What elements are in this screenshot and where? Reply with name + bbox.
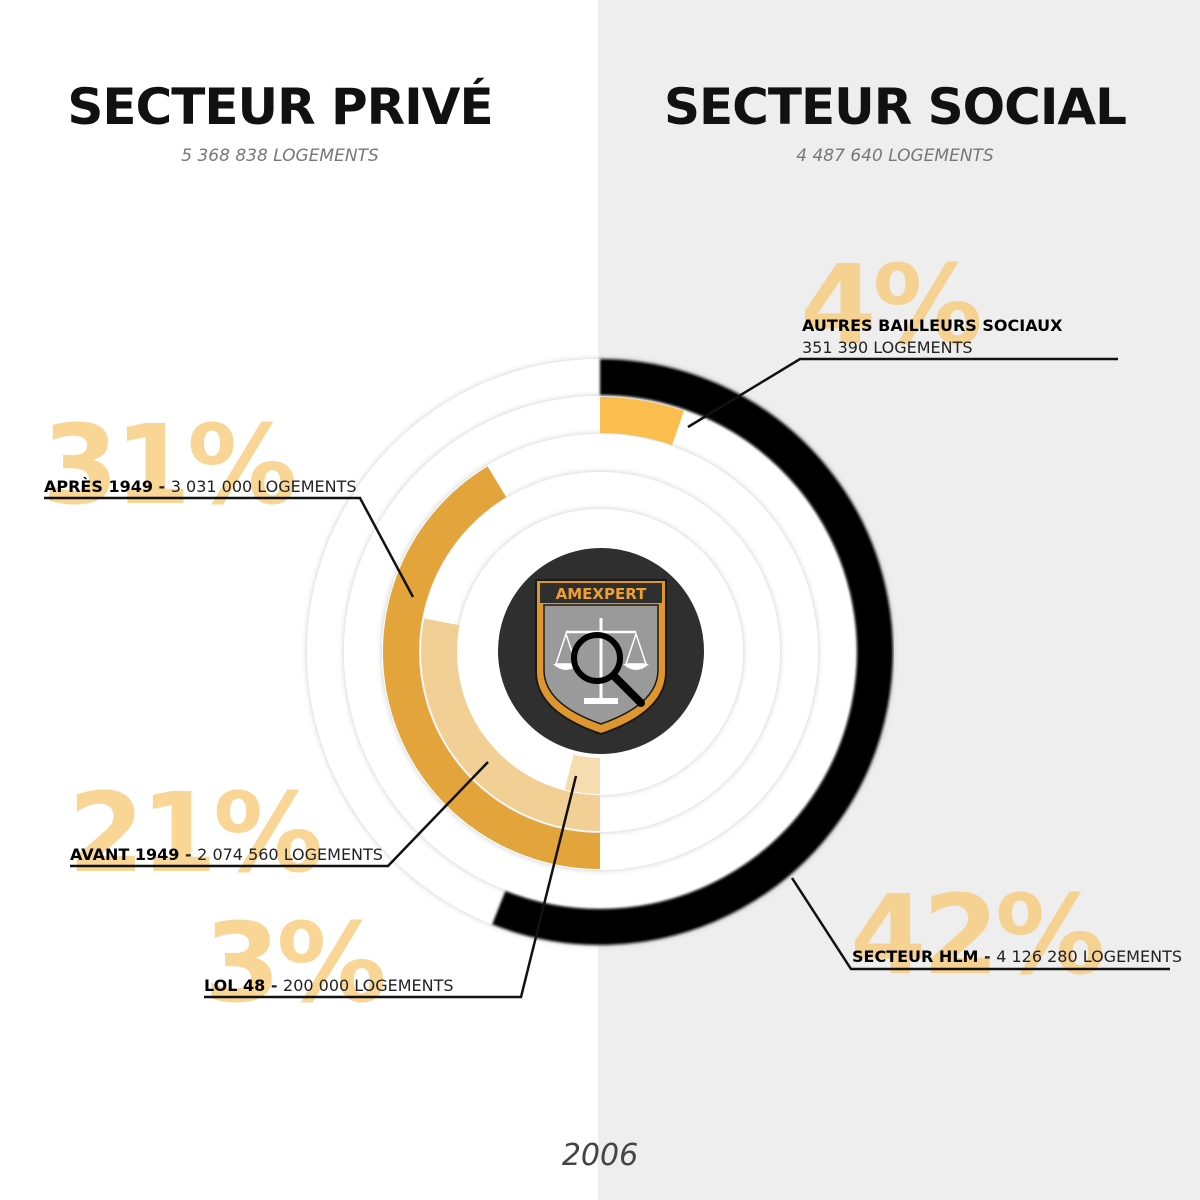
autres-bailleurs-leader xyxy=(687,357,1118,429)
secteur-hlm-leader xyxy=(790,877,1170,971)
avant-1949-name: AVANT 1949 xyxy=(70,845,180,864)
autres-bailleurs-value: 351 390 LOGEMENTS xyxy=(802,338,973,357)
lol-48-percent: 3% xyxy=(204,899,387,1027)
private-sector-title: SECTEUR PRIVÉ xyxy=(67,78,493,136)
secteur-hlm-name: SECTEUR HLM xyxy=(852,947,979,966)
avant-1949-label: AVANT 1949 - 2 074 560 LOGEMENTS xyxy=(70,845,383,864)
apres-1949-percent: 31% xyxy=(42,401,297,529)
apres-1949-label: APRÈS 1949 - 3 031 000 LOGEMENTS xyxy=(44,477,357,496)
apres-1949-value: 3 031 000 LOGEMENTS xyxy=(170,477,357,496)
amexpert-logo: AMEXPERT xyxy=(498,548,704,754)
secteur-hlm-percent: 42% xyxy=(850,871,1105,999)
chart-year: 2006 xyxy=(561,1138,639,1173)
lol-48-value: 200 000 LOGEMENTS xyxy=(283,976,454,995)
apres-1949-leader xyxy=(44,496,415,598)
leader-lines xyxy=(44,357,1170,999)
private-sector-total: 5 368 838 LOGEMENTS xyxy=(181,146,379,166)
avant-1949-percent: 21% xyxy=(68,769,323,897)
avant-1949-bar xyxy=(421,618,601,831)
avant-1949-value: 2 074 560 LOGEMENTS xyxy=(197,845,383,864)
secteur-hlm-label: SECTEUR HLM - 4 126 280 LOGEMENTS xyxy=(852,947,1182,966)
lol-48-label: LOL 48 - 200 000 LOGEMENTS xyxy=(204,976,454,995)
avant-1949-leader xyxy=(70,761,489,868)
lol-48-leader xyxy=(204,775,578,999)
autres-bailleurs-label: AUTRES BAILLEURS SOCIAUX 351 390 LOGEMEN… xyxy=(802,316,1062,357)
autres-bailleurs-name: AUTRES BAILLEURS SOCIAUX xyxy=(802,316,1063,335)
lol-48-name: LOL 48 xyxy=(204,976,266,995)
apres-1949-name: APRÈS 1949 xyxy=(44,477,153,496)
autres-bailleurs-bar xyxy=(599,397,684,446)
social-sector-total: 4 487 640 LOGEMENTS xyxy=(796,146,994,166)
social-sector-title: SECTEUR SOCIAL xyxy=(663,78,1127,136)
autres-bailleurs-percent: 4% xyxy=(800,241,983,369)
scales-magnifier-shield-icon xyxy=(553,618,649,707)
secteur-hlm-bar xyxy=(492,359,893,945)
logo-text: AMEXPERT xyxy=(556,585,647,603)
apres-1949-bar xyxy=(383,466,601,869)
lol-48-bar xyxy=(564,754,601,794)
secteur-hlm-value: 4 126 280 LOGEMENTS xyxy=(996,947,1182,966)
